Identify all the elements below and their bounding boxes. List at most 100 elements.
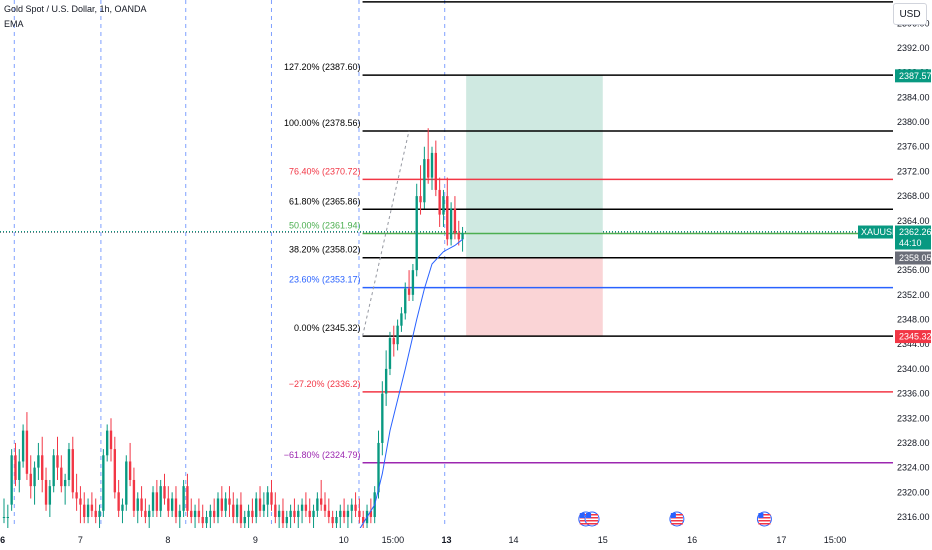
candle-body [29,473,32,487]
fib-level-label: 50.00% (2361.94) [289,221,361,231]
candle-body [327,510,331,517]
candle-body [362,517,365,524]
ema-line [358,238,463,530]
candle-body [262,504,266,511]
candle-body [109,430,113,450]
candle-body [281,510,285,524]
fib-level-label: −27.20% (2336.2) [289,379,361,389]
candle-body [121,504,124,511]
price-tick-label: 2372.00 [897,166,930,176]
candle-body [419,196,422,203]
position-loss-zone[interactable] [466,257,603,337]
candle-body [331,517,334,524]
candle-body [239,504,243,524]
candle-body [319,498,323,505]
ema-layer [358,238,463,530]
us-flag-event-icon[interactable] [669,511,685,527]
price-tag [895,69,931,83]
candle-body [247,510,250,517]
price-tag [895,251,931,265]
time-axis[interactable]: 6 7 8 9 10 15:00 13 14 15 16 17 15:00 [0,528,893,550]
candle-body [212,510,216,517]
candle-body [48,486,52,505]
candle-body [342,510,346,517]
candle-body [25,430,29,474]
candle-body [71,449,74,493]
currency-label: USD [899,8,921,20]
symbol-tag [858,225,893,239]
time-tick-label: 14 [508,535,518,545]
candle-body [197,510,201,517]
axis-label-bg [894,264,932,277]
candle-body [83,504,86,517]
time-tick-label: 13 [441,535,451,545]
candle-body [453,208,457,234]
price-tick-label: 2384.00 [897,92,930,102]
candle-body [323,504,327,511]
candle-body [293,510,296,517]
time-tick-label: 9 [253,535,258,545]
event-markers[interactable] [578,511,772,527]
candle-body [205,517,208,524]
long-position-tool[interactable] [466,75,603,337]
candle-body [102,455,105,511]
candle-body [182,486,185,511]
price-tag-label: 2345.32 [899,332,932,342]
fib-level-label: 38.20% (2358.02) [289,245,361,255]
fib-trendline[interactable] [362,130,410,337]
candle-body [251,510,254,517]
candle-body [358,510,361,517]
candle-body [178,510,181,517]
candle-body [44,479,48,505]
candle-body [132,479,136,511]
last-price-value: 2362.26 [899,227,932,237]
candle-body [434,152,438,190]
candle-body [144,510,147,517]
candle-body [155,492,159,511]
candle-body [174,498,178,517]
candle-body [274,504,277,517]
candle-body [140,498,143,511]
candle-body [388,338,392,369]
price-tick-label: 2328.00 [897,438,930,448]
candle-body [415,196,418,271]
candle-body [136,498,139,511]
candle-body [159,486,162,511]
candle-body [461,233,464,240]
fib-level-label: 127.20% (2387.60) [284,62,361,72]
us-flag-event-icon[interactable] [756,511,772,527]
currency-button[interactable]: USD [893,3,927,25]
candle-body [232,504,235,517]
candle-body [216,498,220,517]
price-tick-label: 2376.00 [897,142,930,152]
price-axis[interactable]: 2316.00 2320.00 2324.00 2328.00 2332.00 2336.… [858,0,932,550]
candle-body [33,467,36,487]
candle-body [113,449,117,493]
candle-body [449,208,453,240]
candle-body [60,467,63,487]
candle-body [220,498,224,511]
fibonacci-extension[interactable]: 161.80% (2399.48)127.20% (2387.60)100.00… [284,0,893,464]
us-flag-event-icon[interactable] [584,511,600,527]
time-axis-bg [0,528,893,550]
fib-level-label: 23.60% (2353.17) [289,275,361,285]
candle-body [193,510,197,517]
axis-price-label: 2356.00 [897,265,930,275]
candle-body [170,498,174,511]
candle-body [125,461,128,505]
price-tag-label: 2387.57 [899,71,932,81]
candle-body [224,498,227,511]
price-tick-label: 2332.00 [897,413,930,423]
candle-body [56,455,59,468]
last-price-tag [895,225,931,250]
candle-body [167,498,170,511]
candle-body [186,486,189,511]
chart-legend-indicator: EMA [4,19,24,29]
symbol-tag-label: XAUUSD [861,227,899,237]
candle-body [346,510,350,517]
candle-body [404,288,407,314]
position-profit-zone[interactable] [466,75,603,258]
candle-body [151,492,155,511]
fib-level-label: −61.80% (2324.79) [284,450,361,460]
